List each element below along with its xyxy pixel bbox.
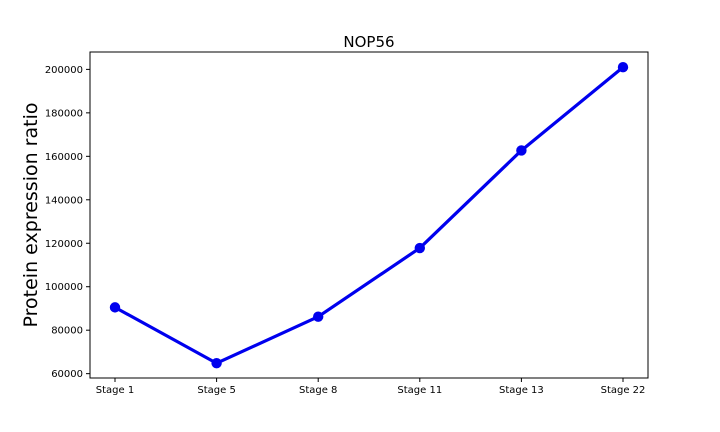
data-point: [617, 62, 629, 73]
data-point: [313, 311, 324, 322]
x-tick-label: Stage 8: [299, 385, 337, 396]
x-tick-label: Stage 1: [96, 385, 134, 396]
x-tick-label: Stage 11: [397, 385, 442, 396]
data-point: [414, 242, 425, 254]
y-axis-label: Protein expression ratio: [20, 103, 42, 328]
chart-title: NOP56: [343, 33, 394, 51]
y-tick-label: 100000: [45, 282, 83, 293]
x-tick-label: Stage 5: [197, 385, 235, 396]
y-tick-label: 80000: [51, 326, 83, 337]
data-point: [516, 145, 527, 156]
series-line: [113, 65, 625, 365]
data-point: [109, 302, 121, 313]
y-tick-label: 180000: [45, 108, 83, 119]
x-tick-label: Stage 13: [499, 385, 544, 396]
plot-frame: [89, 51, 649, 379]
data-point: [211, 358, 222, 369]
y-tick-label: 160000: [45, 152, 83, 163]
x-tick-label: Stage 22: [601, 385, 646, 396]
y-axis-ticks: 60000 80000 100000 120000 140000 160000 180000…: [45, 65, 90, 380]
y-tick-label: 200000: [45, 65, 83, 76]
y-tick-label: 60000: [51, 369, 83, 380]
y-tick-label: 120000: [45, 239, 83, 250]
x-axis-ticks: Stage 1 Stage 5 Stage 8 Stage 11 Stage 13 Sta…: [96, 378, 646, 396]
series-layer: [109, 62, 629, 369]
y-tick-label: 140000: [45, 195, 83, 206]
